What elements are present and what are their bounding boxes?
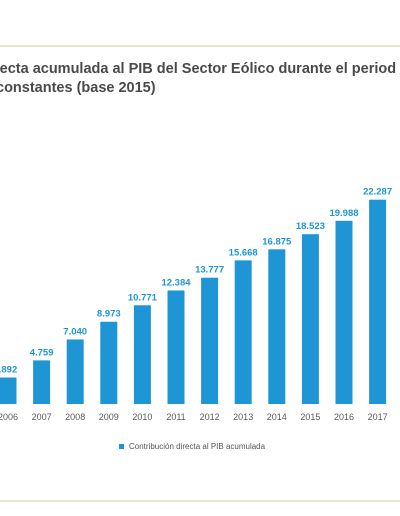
x-tick-label-2016: 2016	[334, 412, 354, 422]
legend-swatch	[119, 444, 124, 449]
data-label-2009: 8.973	[97, 309, 121, 320]
data-label-2008: 7.040	[63, 326, 87, 337]
legend-label: Contribución directa al PIB acumulada	[129, 442, 266, 451]
data-label-2014: 16.875	[262, 236, 292, 247]
bar-2017	[369, 199, 387, 404]
bar-2016	[335, 220, 353, 404]
x-tick-label-2008: 2008	[65, 412, 85, 422]
x-tick-label-2015: 2015	[300, 412, 320, 422]
bottom-rule	[0, 500, 400, 502]
bar-2007	[33, 360, 51, 404]
x-tick-label-2014: 2014	[267, 412, 287, 422]
bar-2006	[0, 377, 17, 404]
x-tick-label-2011: 2011	[166, 412, 185, 422]
x-tick-label-2007: 2007	[32, 412, 52, 422]
x-tick-label-2010: 2010	[132, 412, 152, 422]
legend: Contribución directa al PIB acumulada	[119, 442, 265, 451]
data-label-2015: 18.523	[296, 221, 325, 232]
x-tick-label-2009: 2009	[99, 412, 119, 422]
data-label-2010: 10.771	[128, 292, 158, 303]
bar-2010	[133, 305, 151, 404]
bar-2008	[66, 339, 84, 404]
bar-2011	[167, 290, 185, 404]
chart-title-line-1: recta acumulada al PIB del Sector Eólico…	[0, 61, 397, 77]
chart-title-line-2: constantes (base 2015)	[0, 80, 156, 96]
data-label-2012: 13.777	[195, 265, 224, 276]
x-tick-label-2017: 2017	[368, 412, 388, 422]
data-label-2011: 12.384	[161, 277, 191, 288]
x-tick-label-2012: 2012	[200, 412, 220, 422]
bar-2015	[301, 234, 319, 404]
data-label-2016: 19.988	[329, 208, 358, 219]
data-label-2013: 15.668	[229, 247, 258, 258]
x-tick-label-2013: 2013	[233, 412, 253, 422]
bar-2012	[201, 277, 219, 404]
chart-title: recta acumulada al PIB del Sector Eólico…	[0, 60, 400, 98]
bar-2014	[268, 249, 286, 404]
top-rule	[0, 45, 400, 47]
x-tick-label-2006: 2006	[0, 412, 18, 422]
data-label-2006: .892	[0, 364, 17, 375]
bar-2009	[100, 321, 118, 404]
bar-2013	[234, 260, 252, 404]
data-label-2017: 22.287	[363, 187, 392, 198]
data-label-2007: 4.759	[30, 347, 54, 358]
